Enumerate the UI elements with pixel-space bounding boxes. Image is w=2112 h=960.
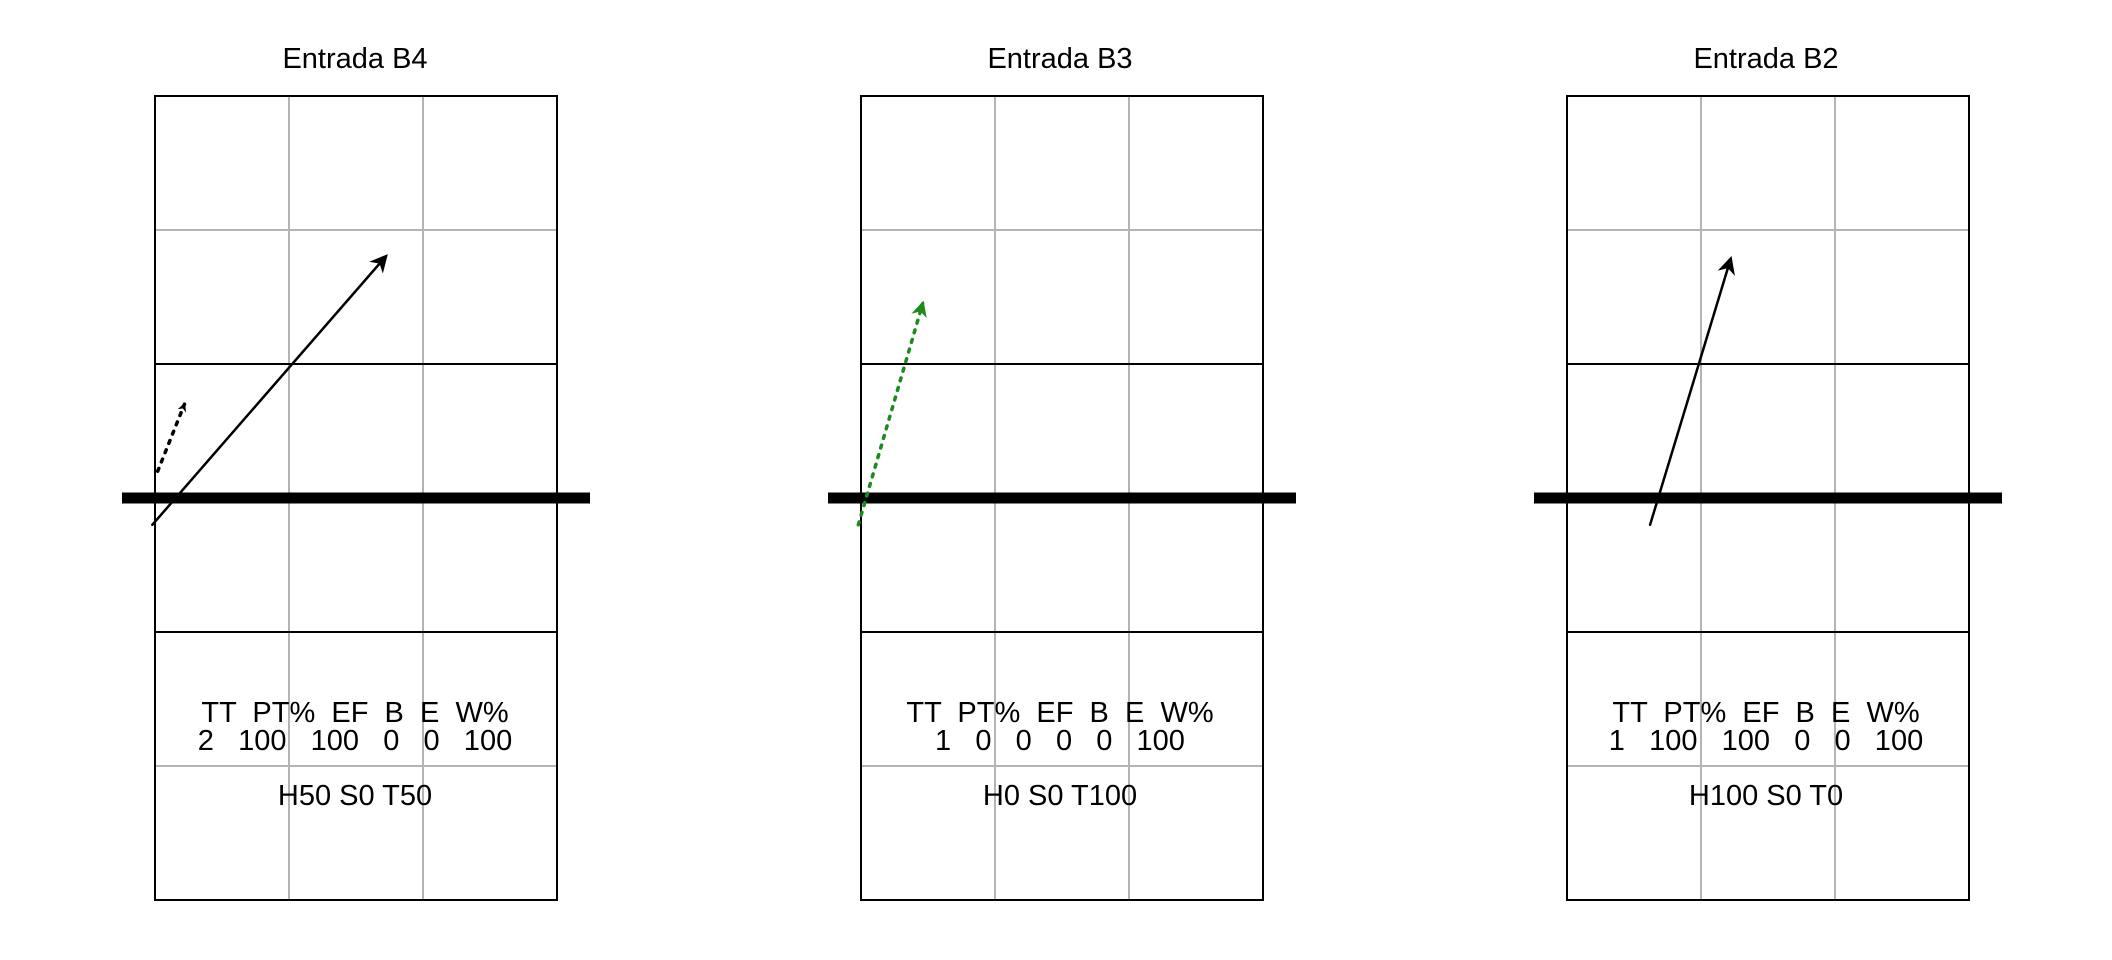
distribution-text: H100 S0 T0: [1689, 780, 1843, 812]
attack-arrow: [856, 300, 927, 527]
attack-arrow: [151, 254, 388, 527]
court-title: Entrada B4: [282, 43, 427, 75]
court-b4: Entrada B4 TT PT% EF B E W% 2 100 100 0 …: [122, 43, 590, 901]
court-grid: [1534, 95, 2002, 901]
attack-arrow: [1648, 256, 1735, 527]
stats-header: TT PT% EF B E W%: [201, 697, 508, 729]
distribution-text: H50 S0 T50: [278, 780, 432, 812]
stats-values: 1 100 100 0 0 100: [1609, 725, 1923, 757]
stats-values: 2 100 100 0 0 100: [198, 725, 512, 757]
court-grid: [828, 95, 1296, 901]
attack-arrows: [1648, 256, 1735, 527]
court-b2: Entrada B2 TT PT% EF B E W% 1 100 100 0 …: [1534, 43, 2002, 901]
court-grid: [122, 95, 590, 901]
attack-arrows: [856, 300, 927, 527]
stats-values: 1 0 0 0 0 100: [935, 725, 1185, 757]
stats-header: TT PT% EF B E W%: [1612, 697, 1919, 729]
distribution-text: H0 S0 T100: [983, 780, 1137, 812]
court-title: Entrada B3: [987, 43, 1132, 75]
court-b3: Entrada B3 TT PT% EF B E W% 1 0 0 0 0 10…: [828, 43, 1296, 901]
attack-arrows: [151, 254, 388, 527]
attack-arrow: [155, 402, 187, 473]
court-title: Entrada B2: [1693, 43, 1838, 75]
stats-header: TT PT% EF B E W%: [906, 697, 1213, 729]
